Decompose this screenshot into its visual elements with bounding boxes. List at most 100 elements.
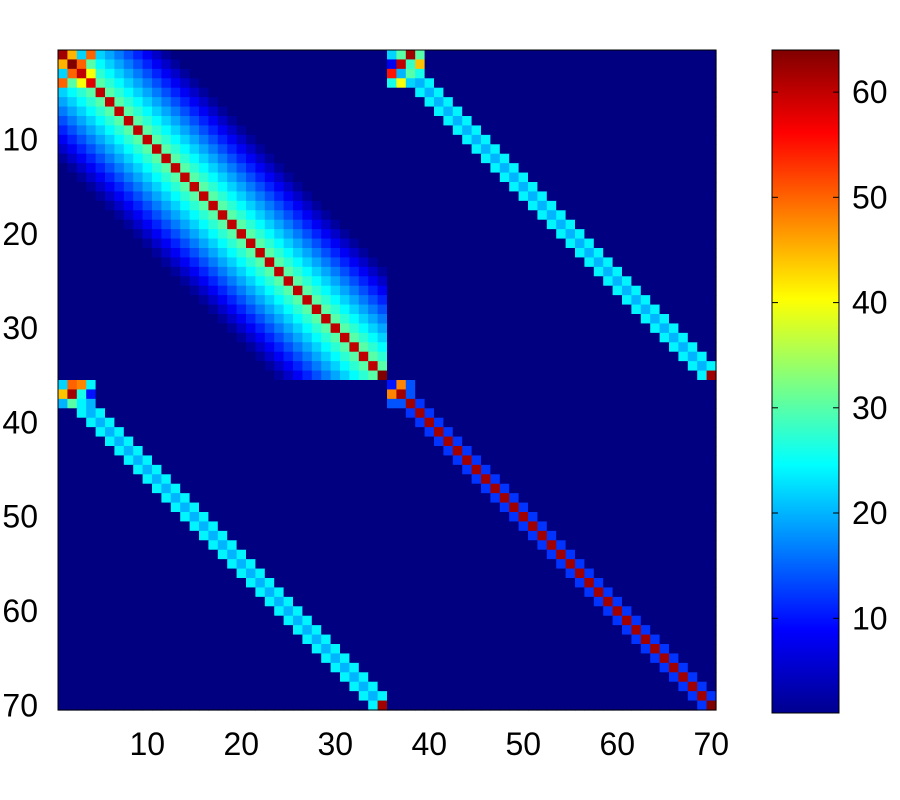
heatmap-cell <box>95 370 106 381</box>
heatmap-cell <box>490 361 501 372</box>
heatmap-cell <box>377 521 388 532</box>
heatmap-cell <box>528 398 538 409</box>
heatmap-cell <box>518 314 529 325</box>
heatmap-cell <box>546 163 557 174</box>
heatmap-cell <box>443 474 454 485</box>
heatmap-cell <box>546 587 557 598</box>
heatmap-cell <box>678 662 689 673</box>
heatmap-cell <box>302 323 313 334</box>
heatmap-cell <box>387 493 397 504</box>
heatmap-cell <box>499 398 510 409</box>
heatmap-cell <box>161 691 172 702</box>
heatmap-cell <box>368 68 379 79</box>
heatmap-cell <box>180 691 191 702</box>
heatmap-cell <box>396 417 407 428</box>
heatmap-cell <box>509 578 520 589</box>
heatmap-cell <box>180 587 191 598</box>
heatmap-cell <box>283 502 294 513</box>
heatmap-cell <box>236 78 247 89</box>
heatmap-cell <box>546 625 557 636</box>
heatmap-cell <box>593 361 604 372</box>
heatmap-cell <box>471 615 482 626</box>
heatmap-cell <box>246 691 256 702</box>
heatmap-cell <box>349 144 360 155</box>
heatmap-cell <box>208 417 219 428</box>
heatmap-cell <box>95 662 106 673</box>
heatmap-cell <box>67 615 78 626</box>
heatmap-cell <box>424 408 435 419</box>
heatmap-cell <box>293 483 303 494</box>
heatmap-cell <box>377 144 388 155</box>
heatmap-cell <box>255 408 266 419</box>
heatmap-cell <box>593 351 604 362</box>
heatmap-cell <box>86 521 97 532</box>
heatmap-cell <box>142 295 153 306</box>
heatmap-cell <box>189 521 200 532</box>
heatmap-cell <box>58 285 68 296</box>
heatmap-cell <box>274 549 285 560</box>
heatmap-cell <box>76 257 87 268</box>
heatmap-cell <box>189 644 200 655</box>
heatmap-cell <box>368 625 379 636</box>
heatmap-cell <box>537 106 548 117</box>
heatmap-cell <box>321 285 332 296</box>
heatmap-cell <box>396 455 407 466</box>
heatmap-cell <box>152 134 162 145</box>
heatmap-cell <box>302 455 313 466</box>
heatmap-cell <box>396 200 407 211</box>
heatmap-cell <box>358 681 369 692</box>
heatmap-cell <box>105 144 115 155</box>
heatmap-cell <box>518 681 529 692</box>
heatmap-cell <box>452 615 463 626</box>
heatmap-cell <box>105 200 115 211</box>
heatmap-cell <box>67 361 78 372</box>
heatmap-cell <box>546 540 557 551</box>
heatmap-cell <box>377 238 388 249</box>
heatmap-cell <box>142 172 153 183</box>
heatmap-cell <box>105 153 115 164</box>
heatmap-cell <box>349 559 360 570</box>
heatmap-cell <box>528 182 538 193</box>
heatmap-cell <box>76 436 87 447</box>
heatmap-cell <box>490 625 501 636</box>
heatmap-cell <box>650 361 661 372</box>
heatmap-cell <box>246 644 256 655</box>
colorbar-tick-label: 20 <box>852 495 888 531</box>
heatmap-cell <box>274 304 285 315</box>
heatmap-cell <box>603 97 614 108</box>
heatmap-cell <box>556 446 567 457</box>
heatmap-cell <box>565 163 576 174</box>
heatmap-cell <box>86 323 97 334</box>
heatmap-cell <box>462 398 473 409</box>
heatmap-cell <box>217 596 228 607</box>
heatmap-cell <box>114 559 125 570</box>
heatmap-cell <box>528 276 538 287</box>
heatmap-cell <box>565 342 576 353</box>
heatmap-cell <box>424 50 435 61</box>
heatmap-cell <box>180 248 191 259</box>
heatmap-cell <box>340 370 350 381</box>
heatmap-cell <box>199 106 209 117</box>
heatmap-cell <box>678 153 689 164</box>
heatmap-cell <box>659 559 670 570</box>
heatmap-cell <box>199 125 209 136</box>
heatmap-cell <box>189 408 200 419</box>
heatmap-cell <box>518 323 529 334</box>
heatmap-cell <box>368 681 379 692</box>
heatmap-cell <box>76 559 87 570</box>
heatmap-cell <box>274 540 285 551</box>
heatmap-cell <box>471 644 482 655</box>
heatmap-cell <box>76 417 87 428</box>
heatmap-cell <box>622 248 632 259</box>
heatmap-cell <box>133 691 144 702</box>
heatmap-cell <box>415 568 426 579</box>
heatmap-cell <box>133 229 144 240</box>
heatmap-cell <box>358 182 369 193</box>
heatmap-cell <box>631 248 642 259</box>
heatmap-cell <box>575 530 585 541</box>
heatmap-cell <box>565 417 576 428</box>
heatmap-cell <box>114 606 125 617</box>
heatmap-cell <box>152 182 162 193</box>
heatmap-cell <box>161 568 172 579</box>
